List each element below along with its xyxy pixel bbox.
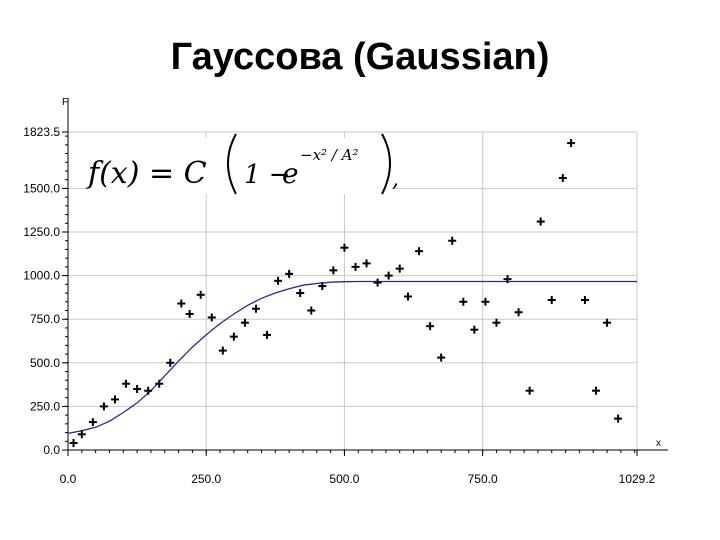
formula-comma: , (392, 167, 399, 192)
y-tick-label: 250.0 (30, 399, 60, 413)
data-point (207, 313, 216, 322)
y-tick-label: 0.0 (43, 443, 60, 457)
data-point (69, 439, 78, 448)
data-point (373, 278, 382, 287)
data-point (329, 266, 338, 275)
data-point (481, 297, 490, 306)
data-point (437, 353, 446, 362)
data-point (404, 292, 413, 301)
data-point (110, 395, 119, 404)
data-point (263, 330, 272, 339)
y-tick-label: 1000.0 (23, 269, 60, 283)
data-point (448, 236, 457, 245)
data-point (470, 325, 479, 334)
data-point (166, 358, 175, 367)
x-tick-label: 750.0 (468, 472, 498, 486)
data-point (133, 384, 142, 393)
formula-lhs: f(x) = C (86, 156, 207, 191)
data-point (144, 386, 153, 395)
x-tick-label: 250.0 (191, 472, 221, 486)
data-point (229, 332, 238, 341)
data-point (251, 304, 260, 313)
data-point (395, 264, 404, 273)
data-point (196, 290, 205, 299)
x-tick-label: 0.0 (60, 472, 77, 486)
data-point (218, 346, 227, 355)
data-point (415, 247, 424, 256)
formula-exponent: −x² / A² (300, 146, 358, 164)
data-point (340, 243, 349, 252)
data-point (99, 402, 108, 411)
data-point (77, 430, 86, 439)
data-point (567, 139, 576, 148)
data-point (580, 296, 589, 305)
data-point (492, 318, 501, 327)
axis-ticks: 0.0 250.0 500.0 750.0 1029.2 0.0 250.0 500.0 750… (23, 125, 655, 486)
data-point (503, 275, 512, 284)
data-point (514, 308, 523, 317)
data-point (307, 306, 316, 315)
data-point (285, 269, 294, 278)
formula-background (86, 138, 392, 194)
y-tick-label: 1250.0 (23, 225, 60, 239)
formula: f(x) = C 1 − e −x² / A² , (86, 133, 399, 195)
y-tick-label: 750.0 (30, 312, 60, 326)
formula-right-paren (381, 133, 391, 195)
data-point (296, 289, 305, 298)
data-point (362, 259, 371, 268)
data-point (185, 309, 194, 318)
data-point (155, 379, 164, 388)
slide-title: Гауссова (Gaussian) (170, 36, 550, 78)
data-point (603, 318, 612, 327)
plot-series (67, 139, 637, 448)
x-axis-label: x (656, 438, 661, 449)
data-point (177, 299, 186, 308)
data-point (547, 296, 556, 305)
data-point (525, 386, 534, 395)
y-tick-label: 500.0 (30, 356, 60, 370)
data-point (384, 271, 393, 280)
data-point (274, 276, 283, 285)
x-tick-label: 500.0 (329, 472, 359, 486)
x-tick-label: 1029.2 (619, 472, 656, 486)
data-point (88, 418, 97, 427)
data-point (426, 322, 435, 331)
data-point (351, 262, 360, 271)
chart-axes (62, 98, 668, 451)
data-point (614, 414, 623, 423)
y-tick-label: 1500.0 (23, 181, 60, 195)
data-point (122, 379, 131, 388)
data-point (536, 217, 545, 226)
y-tick-label: 1823.5 (23, 125, 60, 139)
formula-exp-base: e (282, 157, 299, 190)
formula-one-minus: 1 − (244, 160, 291, 190)
data-point (318, 282, 327, 291)
fit-curve-line (67, 280, 637, 435)
y-axis-label: F (62, 97, 68, 108)
data-point (591, 386, 600, 395)
data-point (558, 173, 567, 182)
formula-left-paren (227, 133, 237, 195)
data-point (459, 297, 468, 306)
data-point (240, 318, 249, 327)
